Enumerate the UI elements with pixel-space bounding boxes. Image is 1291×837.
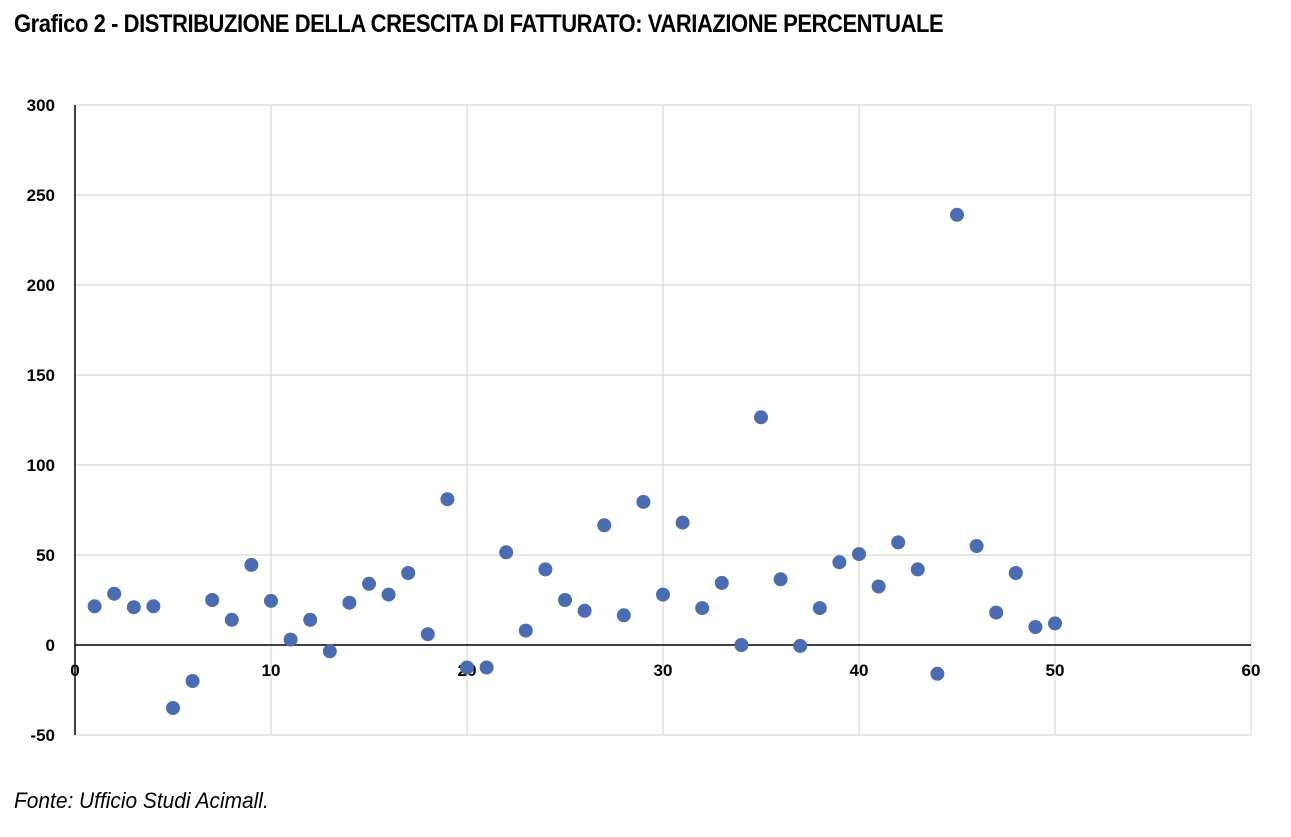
- data-point: [989, 605, 1004, 620]
- data-point: [479, 660, 494, 675]
- data-point: [832, 555, 847, 570]
- x-tick-label: 50: [1046, 661, 1065, 680]
- data-point: [714, 575, 729, 590]
- data-point: [205, 593, 220, 607]
- data-point: [283, 632, 298, 647]
- data-point: [812, 601, 827, 616]
- y-tick-label: 300: [27, 96, 55, 115]
- data-point: [910, 562, 925, 577]
- y-tick-label: 150: [27, 366, 55, 385]
- data-point: [264, 593, 278, 608]
- y-tick-label: 200: [27, 276, 55, 295]
- x-tick-labels: 0102030405060: [70, 661, 1260, 680]
- data-point: [87, 599, 102, 614]
- data-point: [695, 601, 710, 616]
- y-tick-label: 100: [27, 456, 55, 475]
- data-point: [852, 547, 866, 562]
- data-point: [185, 674, 200, 688]
- x-tick-label: 40: [850, 661, 869, 680]
- data-point: [401, 566, 416, 580]
- y-tick-label: -50: [30, 726, 55, 745]
- chart-title: Grafico 2 - DISTRIBUZIONE DELLA CRESCITA…: [14, 10, 944, 38]
- data-point: [460, 660, 474, 675]
- axes: [74, 105, 1251, 735]
- data-point: [969, 539, 984, 553]
- data-point: [597, 518, 612, 533]
- data-point: [303, 612, 318, 627]
- grid-lines: [74, 104, 1252, 736]
- data-point: [656, 587, 670, 602]
- data-point: [107, 586, 122, 601]
- data-point: [362, 576, 376, 591]
- data-point: [930, 666, 945, 681]
- data-point: [1008, 566, 1023, 580]
- x-tick-label: 0: [70, 661, 79, 680]
- data-point: [734, 638, 749, 652]
- data-point: [499, 545, 514, 560]
- data-point: [754, 410, 768, 425]
- data-point: [244, 557, 259, 572]
- data-point: [538, 562, 553, 577]
- data-point: [636, 494, 651, 509]
- data-point: [773, 572, 788, 587]
- data-points: [87, 207, 1062, 715]
- data-point: [146, 599, 161, 614]
- data-point: [518, 623, 533, 638]
- data-point: [891, 535, 906, 550]
- data-point: [871, 579, 886, 594]
- data-point: [616, 608, 631, 623]
- data-point: [1028, 620, 1043, 634]
- data-point: [381, 587, 396, 602]
- source-note: Fonte: Ufficio Studi Acimall.: [14, 788, 269, 813]
- data-point: [166, 701, 180, 715]
- data-point: [322, 644, 337, 659]
- data-point: [558, 593, 572, 607]
- data-point: [793, 638, 808, 653]
- data-point: [224, 612, 239, 627]
- data-point: [440, 492, 455, 507]
- data-point: [577, 603, 592, 618]
- y-tick-label: 50: [36, 546, 55, 565]
- data-point: [126, 600, 141, 615]
- data-point: [950, 207, 964, 222]
- x-tick-label: 30: [654, 661, 673, 680]
- data-point: [342, 595, 357, 610]
- data-point: [420, 627, 435, 642]
- y-tick-label: 250: [27, 186, 55, 205]
- data-point: [675, 515, 690, 530]
- x-tick-label: 60: [1242, 661, 1261, 680]
- y-tick-labels: 300 250 200 150 100 50 0 -50: [27, 96, 55, 745]
- data-point: [1048, 616, 1062, 631]
- y-tick-label: 0: [46, 636, 55, 655]
- x-tick-label: 10: [262, 661, 281, 680]
